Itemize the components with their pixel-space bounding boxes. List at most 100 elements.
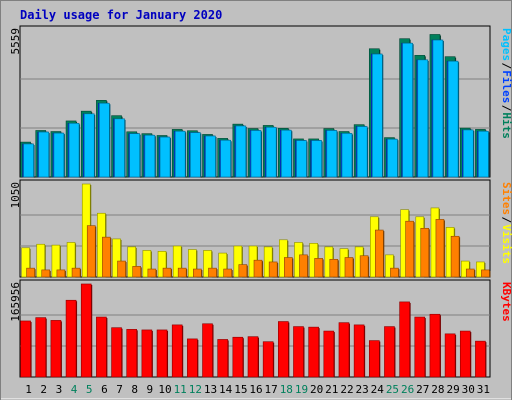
bar-pages	[129, 133, 141, 178]
bar-pages	[159, 136, 171, 178]
bar-sites	[314, 258, 323, 278]
hits-panel-legend-item: /	[500, 105, 512, 112]
bar-sites	[253, 259, 263, 278]
bar-kbytes	[96, 316, 107, 378]
x-axis-day-label: 6	[101, 383, 108, 396]
bar-pages	[296, 140, 307, 178]
x-axis-day-label: 31	[477, 383, 490, 396]
bar-pages	[250, 130, 262, 178]
bar-sites	[299, 254, 308, 278]
x-axis-day-label: 23	[356, 383, 369, 396]
x-axis-day-label: 27	[416, 383, 429, 396]
x-axis-day-label: 13	[204, 383, 217, 396]
bar-kbytes	[156, 329, 168, 378]
bar-kbytes	[65, 299, 77, 378]
hits-panel-legend-item: Pages	[500, 28, 512, 61]
bar-sites	[71, 267, 81, 278]
bar-pages	[341, 133, 353, 178]
bar-kbytes	[399, 301, 410, 378]
bar-kbytes	[247, 336, 259, 378]
bar-visits	[476, 261, 485, 278]
bar-sites	[56, 269, 66, 278]
bar-pages	[478, 130, 489, 178]
bar-sites	[420, 227, 430, 278]
x-axis-day-label: 17	[265, 383, 278, 396]
bar-visits	[51, 244, 61, 278]
x-axis-day-label: 14	[219, 383, 233, 396]
bar-pages	[235, 125, 247, 178]
visits-panel-legend-item: Visits	[500, 224, 512, 264]
hits-panel-legend-item: Hits	[500, 112, 512, 138]
bar-visits	[66, 242, 76, 278]
bar-visits	[157, 251, 167, 278]
x-axis-day-label: 19	[295, 383, 308, 396]
bar-visits	[127, 246, 137, 278]
bar-pages	[311, 140, 322, 178]
bar-pages	[447, 60, 459, 178]
kbytes-panel-ymax-label: 165956	[9, 282, 22, 322]
x-axis-day-label: 21	[325, 383, 338, 396]
bar-pages	[23, 143, 34, 178]
bar-kbytes	[429, 313, 441, 378]
bar-kbytes	[232, 336, 244, 378]
x-axis-day-label: 7	[116, 383, 123, 396]
bar-sites	[208, 267, 217, 278]
bar-kbytes	[368, 340, 380, 378]
bar-sites	[41, 269, 51, 278]
bar-pages	[83, 113, 95, 178]
hits-panel-legend-item: /	[500, 63, 512, 70]
bar-visits	[112, 238, 121, 278]
bar-sites	[132, 266, 142, 278]
bar-pages	[205, 135, 216, 178]
bar-pages	[68, 123, 80, 178]
bar-sites	[26, 267, 35, 278]
x-axis-day-label: 9	[147, 383, 154, 396]
bar-sites	[329, 258, 339, 278]
bar-kbytes	[475, 340, 486, 378]
bar-pages	[356, 126, 368, 178]
bar-pages	[417, 59, 429, 178]
bar-pages	[174, 130, 186, 178]
bar-kbytes	[353, 324, 365, 378]
bar-pages	[114, 118, 125, 178]
bar-kbytes	[111, 327, 122, 378]
x-axis-day-label: 28	[431, 383, 444, 396]
bar-pages	[462, 129, 474, 178]
bar-kbytes	[278, 321, 289, 378]
x-axis-day-label: 24	[371, 383, 385, 396]
visits-panel-legend-item: Sites	[500, 182, 512, 215]
bar-pages	[371, 53, 383, 178]
bar-pages	[432, 39, 444, 178]
x-axis-day-label: 29	[446, 383, 459, 396]
bar-kbytes	[202, 323, 213, 378]
hits-panel-legend-item: Files	[500, 70, 512, 103]
x-axis-day-label: 11	[174, 383, 187, 396]
visits-panel-legend-item: /	[500, 217, 512, 224]
bar-sites	[284, 257, 293, 278]
bar-kbytes	[323, 330, 335, 378]
bar-pages	[38, 131, 50, 178]
x-axis-day-label: 8	[131, 383, 138, 396]
bar-pages	[281, 129, 292, 178]
bar-pages	[190, 132, 201, 178]
kbytes-panel-legend-item: KBytes	[500, 282, 512, 322]
bar-kbytes	[126, 329, 138, 378]
bar-pages	[387, 138, 398, 178]
bar-kbytes	[414, 316, 426, 378]
bar-visits	[218, 252, 227, 278]
x-axis-day-label: 12	[189, 383, 202, 396]
bar-kbytes	[444, 333, 456, 378]
bar-kbytes	[50, 320, 62, 378]
bar-sites	[390, 267, 399, 278]
bar-sites	[86, 225, 96, 278]
bar-sites	[238, 264, 248, 278]
bar-kbytes	[35, 317, 47, 378]
bar-sites	[177, 267, 187, 278]
bar-sites	[435, 219, 445, 278]
x-axis-day-label: 25	[386, 383, 399, 396]
bar-sites	[374, 229, 384, 278]
x-axis-day-label: 3	[56, 383, 63, 396]
bar-kbytes	[293, 326, 304, 378]
bar-visits	[188, 249, 197, 278]
x-axis-day-label: 20	[310, 383, 323, 396]
